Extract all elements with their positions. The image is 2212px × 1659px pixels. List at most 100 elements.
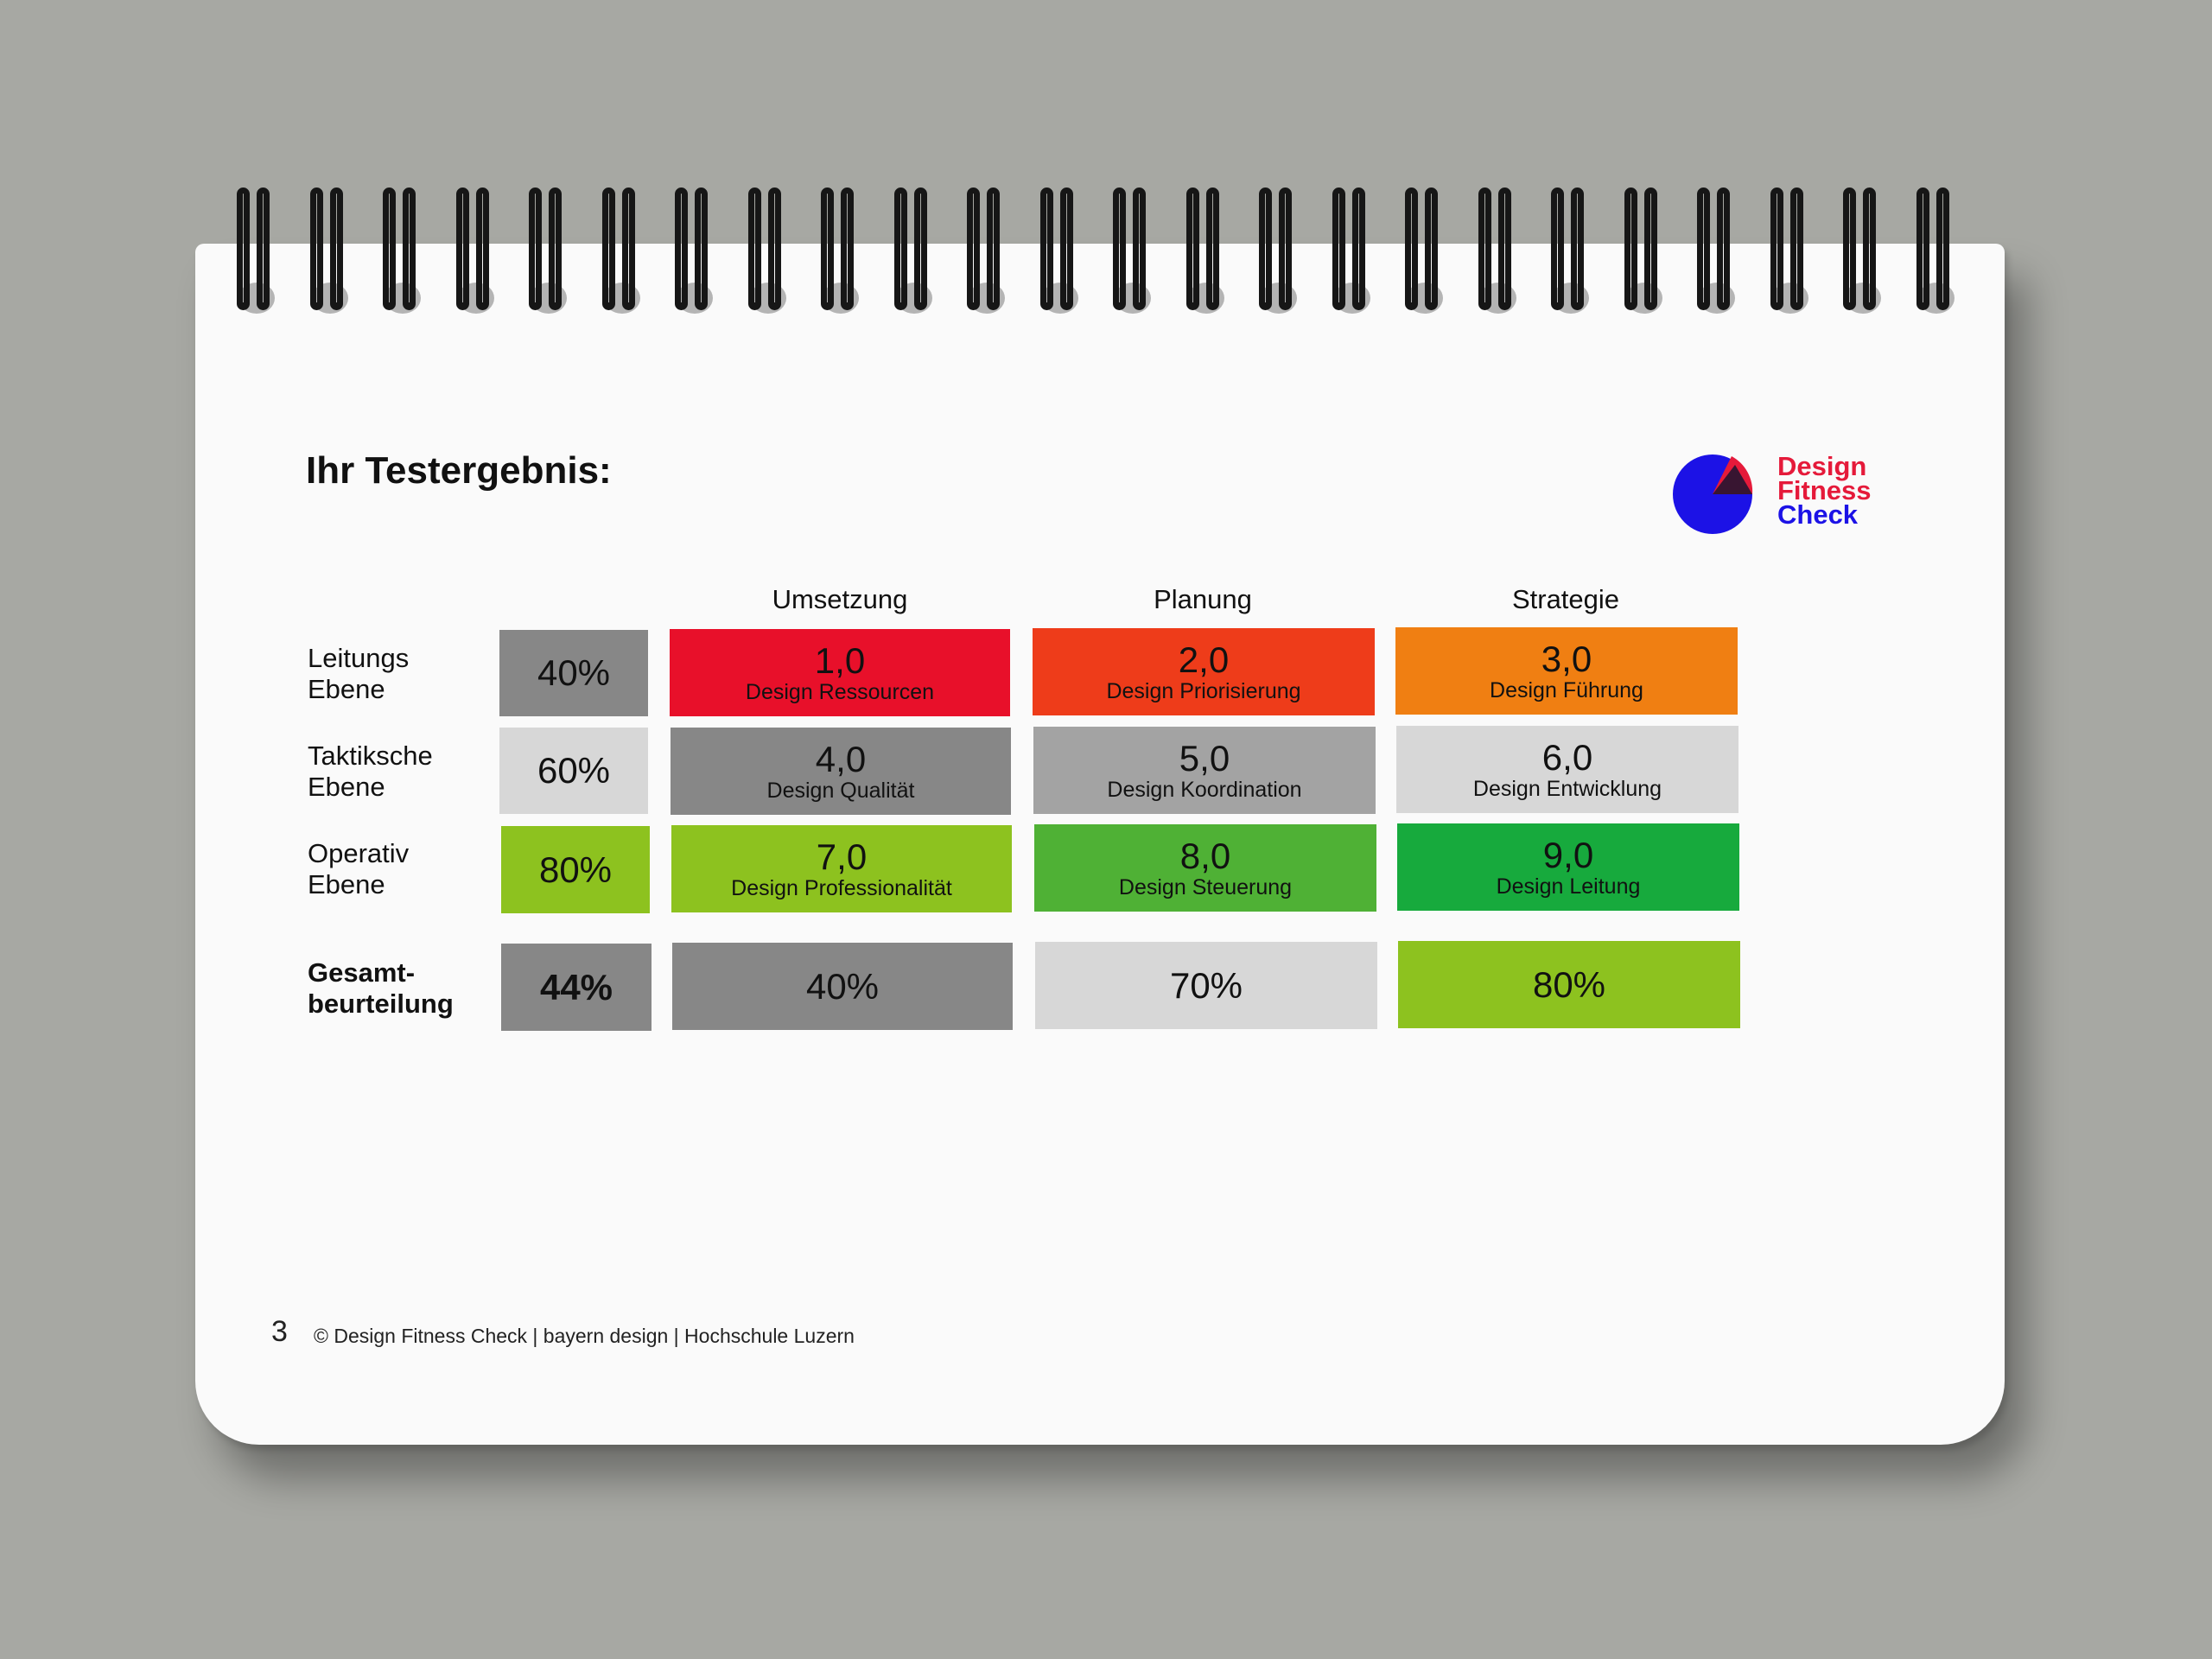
total-value: 40%: [805, 965, 880, 1007]
row-label-line: beurteilung: [308, 988, 454, 1019]
coil-wire: [1351, 188, 1365, 310]
row-percent-operativ: 80%: [501, 826, 650, 913]
total-cell-strategie: 80%: [1398, 941, 1740, 1028]
row-percent-taktische: 60%: [499, 728, 648, 814]
score-label: Design Koordination: [1107, 777, 1302, 802]
score-cell-design-qualitaet: 4,0 Design Qualität: [671, 728, 1011, 815]
logo-line-design: Design: [1777, 451, 1867, 481]
total-percent: 44%: [501, 944, 652, 1031]
coil-wire: [549, 188, 562, 310]
spiral-coil: [1183, 177, 1235, 314]
spiral-coil: [1767, 177, 1819, 314]
spiral-coil: [1402, 177, 1453, 314]
coil-wire: [1717, 188, 1730, 310]
score-cell-design-koordination: 5,0 Design Koordination: [1033, 727, 1376, 814]
score-value: 6,0: [1541, 736, 1593, 778]
coil-wire: [1425, 188, 1438, 310]
column-header-umsetzung: Umsetzung: [772, 584, 908, 614]
row-label-gesamt: Gesamt- beurteilung: [308, 957, 454, 1020]
coil-wire: [1133, 188, 1146, 310]
coil-wire: [1843, 188, 1856, 310]
coil-wire: [1478, 188, 1491, 310]
row-label-line: Leitungs: [308, 643, 410, 673]
column-header-planung: Planung: [1154, 584, 1252, 614]
percent-value: 80%: [538, 849, 613, 890]
percent-value: 60%: [537, 750, 611, 791]
design-fitness-check-logo-icon: [1673, 454, 1753, 534]
coil-wire: [1405, 188, 1418, 310]
coil-wire: [1770, 188, 1783, 310]
score-value: 3,0: [1541, 638, 1592, 679]
score-value: 7,0: [816, 836, 868, 877]
spiral-coil: [891, 177, 943, 314]
coil-wire: [1551, 188, 1564, 310]
coil-wire: [1185, 188, 1199, 310]
row-percent-leitungs: 40%: [499, 630, 648, 716]
coil-wire: [309, 188, 323, 310]
coil-wire: [403, 188, 416, 310]
spiral-coil: [963, 177, 1015, 314]
score-label: Design Professionalität: [731, 875, 952, 900]
logo-line-fitness: Fitness: [1777, 475, 1872, 505]
score-cell-design-leitung: 9,0 Design Leitung: [1397, 823, 1739, 911]
coil-wire: [747, 188, 761, 310]
coil-wire: [329, 188, 343, 310]
spiral-coil: [1694, 177, 1745, 314]
score-value: 5,0: [1179, 737, 1230, 779]
coil-wire: [475, 188, 489, 310]
coil-wire: [1059, 188, 1073, 310]
total-value: 80%: [1532, 963, 1606, 1005]
score-label: Design Entwicklung: [1472, 776, 1662, 801]
coil-wire: [1113, 188, 1126, 310]
logo-line-check: Check: [1777, 499, 1859, 530]
coil-wire: [621, 188, 635, 310]
percent-value: 40%: [537, 652, 611, 693]
score-cell-design-professionalitaet: 7,0 Design Professionalität: [671, 825, 1012, 912]
spiral-coil: [1109, 177, 1161, 314]
page-number: 3: [271, 1315, 288, 1348]
score-cell-design-ressourcen: 1,0 Design Ressourcen: [670, 629, 1010, 716]
coil-wire: [987, 188, 1000, 310]
coil-wire: [1259, 188, 1272, 310]
spiral-coil: [453, 177, 505, 314]
coil-wire: [1571, 188, 1584, 310]
coil-wire: [455, 188, 469, 310]
spiral-coil: [671, 177, 723, 314]
footer-copyright: © Design Fitness Check | bayern design |…: [314, 1325, 855, 1347]
spiral-coil: [599, 177, 651, 314]
row-label-line: Ebene: [308, 772, 385, 802]
coil-wire: [1624, 188, 1637, 310]
score-value: 9,0: [1542, 834, 1594, 875]
row-label-line: Taktiksche: [308, 741, 433, 771]
coil-wire: [821, 188, 834, 310]
row-label-operativ: Operativ Ebene: [308, 838, 409, 900]
total-value: 70%: [1169, 964, 1243, 1006]
score-value: 8,0: [1179, 835, 1231, 876]
spiral-coil: [745, 177, 797, 314]
coil-wire: [1789, 188, 1803, 310]
spiral-coil: [1840, 177, 1891, 314]
row-label-line: Ebene: [308, 869, 385, 899]
score-value: 1,0: [814, 639, 866, 681]
coil-wire: [1643, 188, 1657, 310]
spiral-coil: [1548, 177, 1599, 314]
coil-wire: [237, 188, 250, 310]
score-cell-design-fuehrung: 3,0 Design Führung: [1395, 627, 1738, 715]
coil-wire: [1916, 188, 1929, 310]
coil-wire: [1697, 188, 1710, 310]
coil-wire: [675, 188, 688, 310]
score-value: 2,0: [1178, 639, 1230, 680]
coil-wire: [841, 188, 854, 310]
coil-wire: [529, 188, 542, 310]
score-value: 4,0: [815, 738, 867, 779]
score-label: Design Steuerung: [1118, 874, 1293, 899]
row-label-line: Operativ: [308, 838, 410, 868]
score-label: Design Leitung: [1496, 874, 1641, 899]
total-cell-umsetzung: 40%: [672, 943, 1013, 1030]
score-label: Design Qualität: [766, 778, 915, 803]
coil-wire: [1332, 188, 1345, 310]
coil-wire: [1863, 188, 1876, 310]
coil-wire: [1936, 188, 1949, 310]
spiral-coil: [1475, 177, 1527, 314]
coil-wire: [913, 188, 927, 310]
